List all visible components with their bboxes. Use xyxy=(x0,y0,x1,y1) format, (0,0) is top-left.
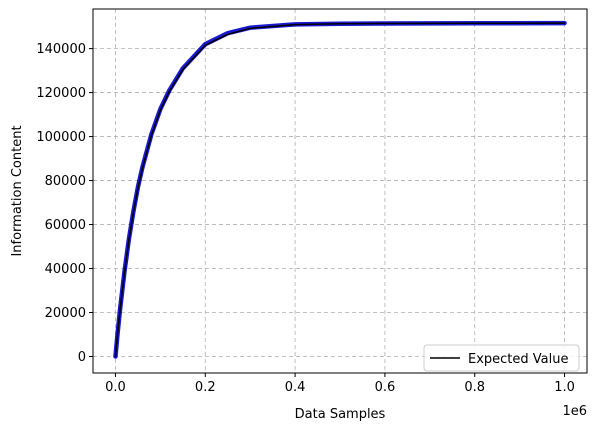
legend-label-expected-value: Expected Value xyxy=(468,352,568,367)
x-tick-label: 1.0 xyxy=(554,380,575,395)
x-tick-label: 0.8 xyxy=(464,380,485,395)
y-tick-label: 80000 xyxy=(45,174,86,189)
y-tick-label: 140000 xyxy=(36,42,86,57)
x-axis-label: Data Samples xyxy=(295,407,386,422)
x-tick-label: 0.2 xyxy=(195,380,216,395)
y-tick-label: 20000 xyxy=(45,306,86,321)
y-tick-label: 100000 xyxy=(36,130,86,145)
y-tick-label: 40000 xyxy=(45,262,86,277)
series-layer xyxy=(113,20,567,359)
x-tick-label: 0.6 xyxy=(375,380,396,395)
legend: Expected Value xyxy=(423,344,580,372)
plot-frame xyxy=(92,8,588,374)
y-tick-label: 0 xyxy=(78,350,86,365)
x-tick-label: 0.0 xyxy=(105,380,126,395)
ticks: 0.0 0.2 0.4 0.6 0.8 1.0 0 20000 40000 60000 80000 1… xyxy=(36,42,575,395)
legend-box xyxy=(423,344,580,372)
grid xyxy=(93,9,587,373)
y-tick-label: 60000 xyxy=(45,218,86,233)
y-tick-label: 120000 xyxy=(36,86,86,101)
x-tick-label: 0.4 xyxy=(285,380,306,395)
x-offset-label: 1e6 xyxy=(562,404,587,419)
series-line-expected-value xyxy=(114,22,566,358)
y-axis-label: Information Content xyxy=(10,125,25,256)
